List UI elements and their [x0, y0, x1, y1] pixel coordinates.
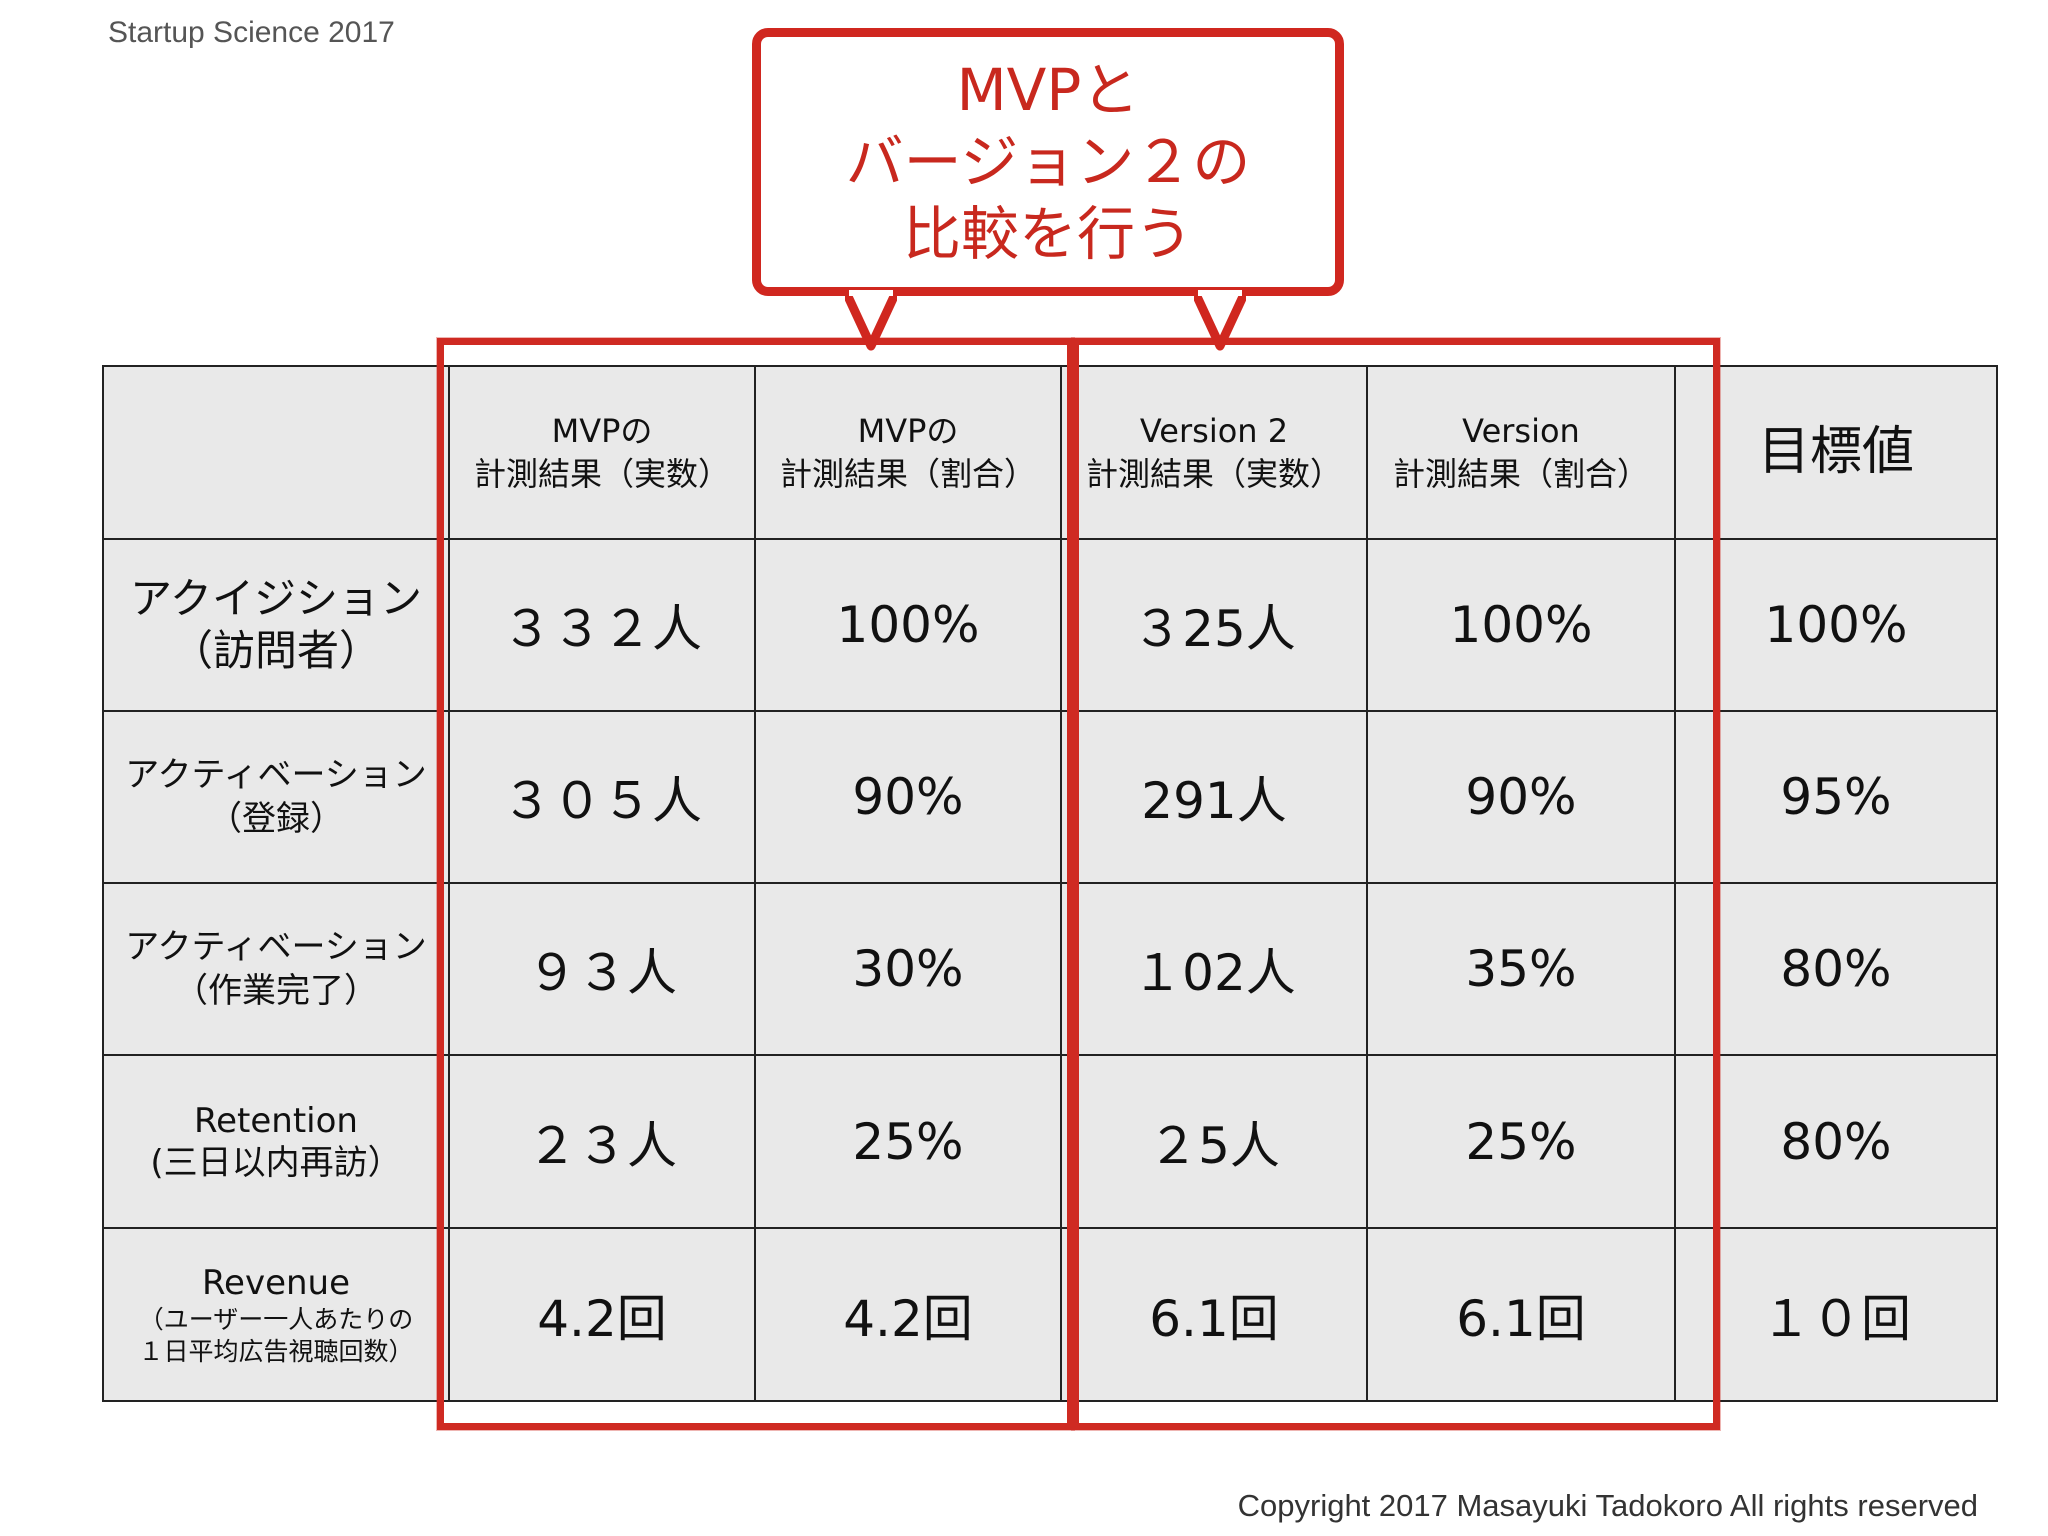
table-row: Revenue （ユーザー一人あたりの １日平均広告視聴回数） 4.2回 4.2… — [102, 1227, 1998, 1402]
cell-v2-ratio: 100% — [1366, 538, 1676, 712]
table-row: アクティベーション （作業完了） ９３人 30% １02人 35% 80% — [102, 882, 1998, 1056]
header-mvp-ratio: MVPの 計測結果（割合） — [754, 365, 1062, 540]
cell-mvp-ratio: 4.2回 — [754, 1227, 1062, 1402]
cell-v2-count: 6.1回 — [1060, 1227, 1368, 1402]
header-note: Startup Science 2017 — [108, 16, 395, 49]
row-label-retention: Retention (三日以内再訪） — [102, 1054, 450, 1229]
cell-mvp-count: 4.2回 — [448, 1227, 756, 1402]
row-label-acquisition: アクイジション （訪問者） — [102, 538, 450, 712]
cell-v2-count: １02人 — [1060, 882, 1368, 1056]
cell-target: 95% — [1674, 710, 1998, 884]
cell-mvp-count: ２３人 — [448, 1054, 756, 1229]
header-empty-cell — [102, 365, 450, 540]
header-v2-ratio: Version 計測結果（割合） — [1366, 365, 1676, 540]
cell-mvp-ratio: 25% — [754, 1054, 1062, 1229]
comparison-table: MVPの 計測結果（実数） MVPの 計測結果（割合） Version 2 計測… — [102, 365, 1998, 1402]
copyright-note: Copyright 2017 Masayuki Tadokoro All rig… — [1237, 1488, 1978, 1523]
cell-mvp-ratio: 100% — [754, 538, 1062, 712]
callout-tail-right — [1194, 290, 1246, 351]
cell-v2-ratio: 90% — [1366, 710, 1676, 884]
version2-columns-highlight — [1072, 338, 1720, 1430]
table-row: Retention (三日以内再訪） ２３人 25% ２5人 25% 80% — [102, 1054, 1998, 1229]
header-target: 目標値 — [1674, 365, 1998, 540]
cell-mvp-ratio: 30% — [754, 882, 1062, 1056]
row-label-activation-signup: アクティベーション （登録） — [102, 710, 450, 884]
header-mvp-count: MVPの 計測結果（実数） — [448, 365, 756, 540]
cell-v2-ratio: 35% — [1366, 882, 1676, 1056]
cell-mvp-count: ９３人 — [448, 882, 756, 1056]
cell-mvp-ratio: 90% — [754, 710, 1062, 884]
row-label-activation-complete: アクティベーション （作業完了） — [102, 882, 450, 1056]
cell-mvp-count: ３３２人 — [448, 538, 756, 712]
callout-bubble: MVPと バージョン２の 比較を行う — [752, 28, 1344, 296]
cell-v2-count: ３25人 — [1060, 538, 1368, 712]
header-v2-count: Version 2 計測結果（実数） — [1060, 365, 1368, 540]
cell-v2-ratio: 6.1回 — [1366, 1227, 1676, 1402]
table-row: アクティベーション （登録） ３０５人 90% 291人 90% 95% — [102, 710, 1998, 884]
cell-target: 100% — [1674, 538, 1998, 712]
mvp-columns-highlight — [437, 338, 1074, 1430]
callout-line-3: 比較を行う — [902, 200, 1193, 268]
cell-target: １０回 — [1674, 1227, 1998, 1402]
table-header-row: MVPの 計測結果（実数） MVPの 計測結果（割合） Version 2 計測… — [102, 365, 1998, 540]
callout-line-1: MVPと — [956, 56, 1140, 124]
callout-line-2: バージョン２の — [845, 128, 1251, 196]
callout-tail-left — [845, 290, 897, 351]
cell-v2-ratio: 25% — [1366, 1054, 1676, 1229]
row-label-revenue: Revenue （ユーザー一人あたりの １日平均広告視聴回数） — [102, 1227, 450, 1402]
table-row: アクイジション （訪問者） ３３２人 100% ３25人 100% 100% — [102, 538, 1998, 712]
cell-v2-count: ２5人 — [1060, 1054, 1368, 1229]
cell-v2-count: 291人 — [1060, 710, 1368, 884]
cell-target: 80% — [1674, 1054, 1998, 1229]
cell-target: 80% — [1674, 882, 1998, 1056]
cell-mvp-count: ３０５人 — [448, 710, 756, 884]
